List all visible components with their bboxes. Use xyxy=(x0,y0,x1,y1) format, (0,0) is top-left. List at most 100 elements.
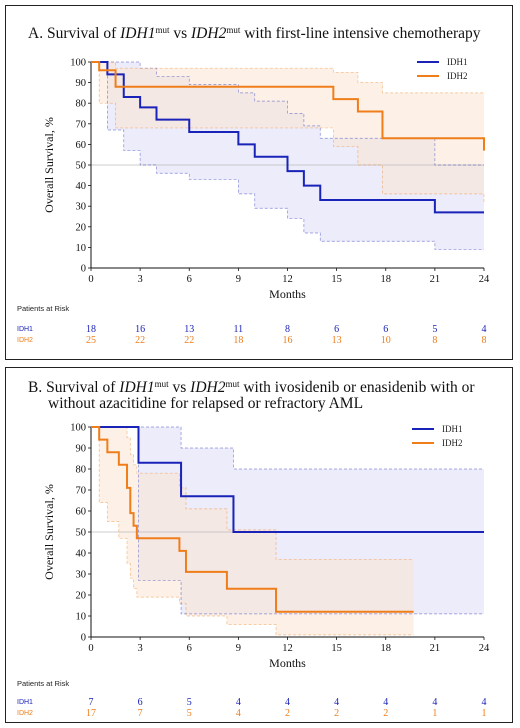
x-tick-label: 18 xyxy=(381,274,392,285)
risk-count-idh2: 16 xyxy=(282,335,293,346)
y-tick-label: 70 xyxy=(76,119,87,130)
risk-count-idh1: 16 xyxy=(135,324,146,335)
x-tick-label: 6 xyxy=(187,274,192,285)
risk-count-idh1: 7 xyxy=(88,697,94,708)
series-line-idh2-a xyxy=(91,61,485,151)
y-tick-label: 50 xyxy=(76,161,87,172)
risk-count-idh2: 1 xyxy=(432,708,438,719)
risk-count-idh2: 22 xyxy=(184,335,195,346)
risk-count-idh2: 17 xyxy=(86,708,96,719)
y-tick-label: 50 xyxy=(76,528,87,539)
chart-title-b: B. Survival of IDH1mut vs IDH2mut with i… xyxy=(28,379,475,396)
y-tick-label: 10 xyxy=(76,612,87,623)
y-tick-label: 0 xyxy=(81,264,86,275)
y-tick-label: 10 xyxy=(76,243,87,254)
risk-count-idh1: 5 xyxy=(432,324,438,335)
risk-count-idh2: 7 xyxy=(137,708,143,719)
risk-count-idh2: 8 xyxy=(432,335,438,346)
risk-count-idh1: 4 xyxy=(481,697,487,708)
y-tick-label: 80 xyxy=(76,465,87,476)
x-tick-label: 21 xyxy=(430,274,441,285)
series-line-idh1-b xyxy=(91,426,484,533)
risk-count-idh1: 4 xyxy=(383,697,389,708)
risk-count-idh1: 6 xyxy=(334,324,340,335)
y-tick-label: 40 xyxy=(76,181,87,192)
y-tick-label: 100 xyxy=(70,423,86,434)
risk-count-idh1: 13 xyxy=(184,324,195,335)
risk-count-idh1: 4 xyxy=(285,697,290,708)
y-axis-label: Overall Survival, % xyxy=(42,117,56,213)
x-tick-label: 0 xyxy=(88,643,93,654)
x-tick-label: 24 xyxy=(479,274,490,285)
x-tick-label: 15 xyxy=(331,274,342,285)
risk-count-idh1: 6 xyxy=(383,324,389,335)
risk-count-idh2: 18 xyxy=(233,335,244,346)
survival-chart-b: 0 10 20 30 40 50 60 70 80 90 100 0 3 6 9 12 15 18 21 24 Mont… xyxy=(42,423,490,671)
risk-row-label-idh2: IDH2 xyxy=(17,710,33,717)
risk-count-idh2: 10 xyxy=(380,335,391,346)
ci-band-idh2-a xyxy=(91,62,484,205)
risk-row-label-idh2: IDH2 xyxy=(17,337,33,344)
series-line-idh2-b xyxy=(91,426,414,613)
x-tick-label: 18 xyxy=(381,643,392,654)
y-tick-label: 80 xyxy=(76,99,87,110)
y-axis-label: Overall Survival, % xyxy=(42,484,56,580)
risk-count-idh1: 6 xyxy=(137,697,143,708)
ci-band-idh2-b xyxy=(91,427,414,635)
x-tick-label: 3 xyxy=(138,643,143,654)
ci-upper-idh2-a xyxy=(91,61,484,94)
x-tick-label: 15 xyxy=(331,643,342,654)
x-tick-label: 24 xyxy=(479,643,490,654)
y-tick-label: 90 xyxy=(76,444,87,455)
legend-label-idh2: IDH2 xyxy=(442,438,463,448)
risk-count-idh2: 25 xyxy=(86,335,96,346)
x-tick-label: 3 xyxy=(138,274,143,285)
risk-header-a: Patients at Risk xyxy=(17,304,70,313)
chart-title-b-line2: without azacitidine for relapsed or refr… xyxy=(48,395,364,412)
risk-header-b: Patients at Risk xyxy=(17,679,70,688)
risk-count-idh2: 4 xyxy=(235,708,241,719)
y-tick-label: 0 xyxy=(81,633,86,644)
y-tick-label: 100 xyxy=(70,58,86,69)
risk-count-idh1: 11 xyxy=(233,324,244,335)
risk-count-idh1: 4 xyxy=(481,324,487,335)
x-tick-label: 6 xyxy=(187,643,192,654)
ci-lower-idh2-b xyxy=(91,426,414,636)
legend-label-idh2: IDH2 xyxy=(447,71,468,81)
panel-b: B. Survival of IDH1mut vs IDH2mut with i… xyxy=(5,367,513,723)
risk-count-idh2: 5 xyxy=(186,708,192,719)
y-tick-label: 30 xyxy=(76,202,87,213)
x-tick-label: 0 xyxy=(88,274,93,285)
risk-count-idh1: 4 xyxy=(334,697,340,708)
ci-lower-idh1-a xyxy=(91,61,484,250)
y-tick-label: 70 xyxy=(76,486,87,497)
panel-a: A. Survival of IDH1mut vs IDH2mut with f… xyxy=(5,5,513,360)
x-axis-label: Months xyxy=(269,287,306,301)
risk-count-idh1: 8 xyxy=(285,324,290,335)
legend-label-idh1: IDH1 xyxy=(442,424,463,434)
risk-count-idh2: 22 xyxy=(135,335,146,346)
risk-count-idh1: 4 xyxy=(432,697,438,708)
x-tick-label: 12 xyxy=(282,643,293,654)
chart-title-a: A. Survival of IDH1mut vs IDH2mut with f… xyxy=(28,25,481,42)
risk-row-label-idh1: IDH1 xyxy=(17,699,33,706)
risk-count-idh2: 2 xyxy=(334,708,340,719)
risk-count-idh1: 18 xyxy=(86,324,96,335)
risk-count-idh2: 8 xyxy=(481,335,487,346)
legend-label-idh1: IDH1 xyxy=(447,57,468,67)
y-tick-label: 60 xyxy=(76,507,87,518)
y-tick-label: 20 xyxy=(76,222,87,233)
x-tick-label: 9 xyxy=(236,274,241,285)
y-tick-label: 40 xyxy=(76,549,87,560)
risk-count-idh1: 4 xyxy=(235,697,241,708)
x-tick-label: 12 xyxy=(282,274,293,285)
x-tick-label: 21 xyxy=(430,643,441,654)
series-line-idh1-a xyxy=(91,61,484,214)
ci-lower-idh2-a xyxy=(91,61,485,205)
risk-count-idh2: 2 xyxy=(383,708,389,719)
risk-row-label-idh1: IDH1 xyxy=(17,326,33,333)
x-tick-label: 9 xyxy=(236,643,241,654)
y-tick-label: 30 xyxy=(76,570,87,581)
y-tick-label: 20 xyxy=(76,591,87,602)
x-axis-label: Months xyxy=(269,656,306,670)
